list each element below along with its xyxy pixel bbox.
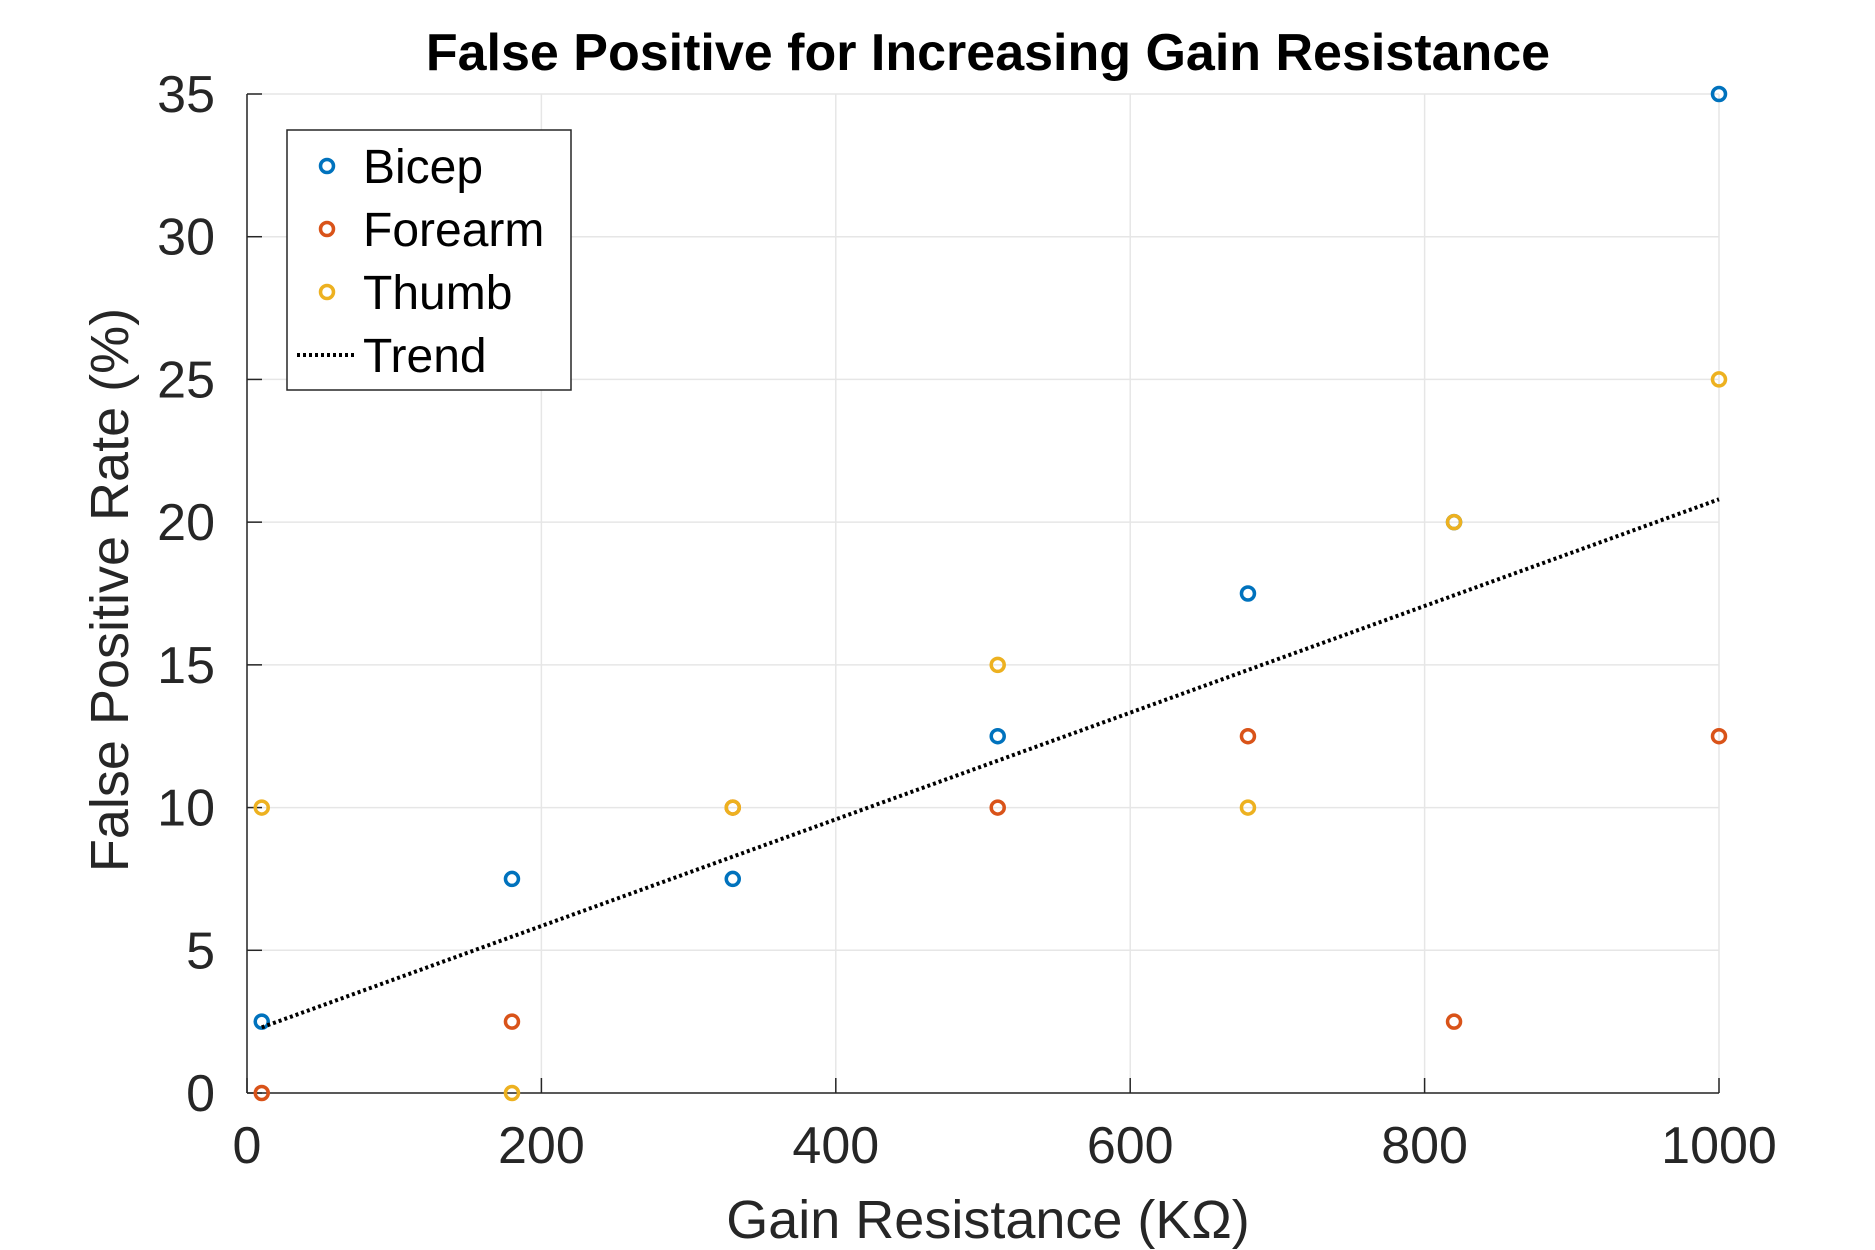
x-tick-label: 800 [1381,1117,1468,1175]
y-tick-label: 0 [186,1065,215,1123]
legend: Bicep Forearm Thumb Trend [286,129,572,391]
thumb-point [1710,371,1728,388]
forearm-point [1239,727,1257,745]
series-forearm [253,727,1728,1102]
bicep-point [503,870,521,888]
x-tick-label: 200 [498,1117,585,1175]
y-tick-label: 10 [157,780,215,838]
legend-forearm-swatch [318,220,336,238]
forearm-point [1710,727,1728,745]
thumb-point [724,799,742,816]
chart-title: False Positive for Increasing Gain Resis… [426,24,1550,82]
thumb-point [1445,513,1463,531]
trend-line [261,497,1720,1030]
y-tick-label: 35 [157,66,215,124]
y-tick-label: 15 [157,637,215,695]
bicep-point [1239,585,1257,602]
y-axis-label: False Positive Rate (%) [80,308,140,872]
legend-label-bicep: Bicep [363,141,483,194]
thumb-point [1239,799,1257,816]
forearm-point [989,799,1006,816]
data-series [253,85,1728,1102]
bicep-point [724,870,742,888]
thumb-point [503,1084,521,1102]
bicep-point [253,1013,270,1030]
forearm-point [1445,1013,1463,1030]
legend-bicep-swatch [318,157,336,175]
x-tick-label: 600 [1087,1117,1174,1175]
x-tick-label: 400 [792,1117,879,1175]
x-tick-label: 1000 [1661,1117,1777,1175]
forearm-point [503,1013,521,1030]
y-tick-label: 20 [157,494,215,552]
legend-label-thumb: Thumb [363,267,512,320]
y-tick-label: 30 [157,209,215,267]
forearm-point [253,1084,270,1102]
legend-thumb-swatch [318,283,336,301]
thumb-point [253,799,270,816]
legend-box [286,129,572,391]
thumb-point [989,656,1006,674]
x-tick-label: 0 [233,1117,262,1175]
series-thumb [253,371,1728,1102]
series-trend [261,497,1720,1030]
y-tick-label: 5 [186,922,215,980]
tick-labels: 0 200 400 600 800 1000 0 5 10 15 20 25 30 35 [157,66,1777,1175]
y-tick-label: 25 [157,351,215,409]
legend-label-trend: Trend [363,330,487,383]
x-axis-label: Gain Resistance (KΩ) [726,1190,1250,1250]
legend-label-forearm: Forearm [363,204,544,257]
bicep-point [989,727,1006,745]
bicep-point [1710,85,1728,103]
